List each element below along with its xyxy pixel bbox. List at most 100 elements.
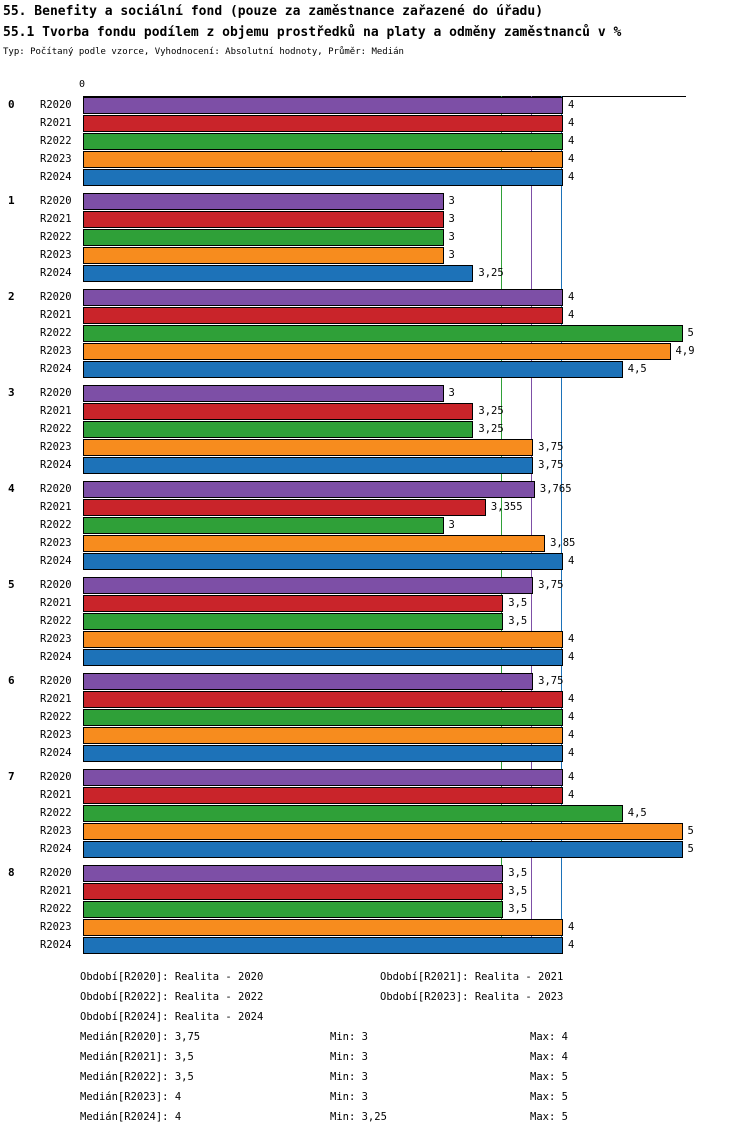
bar xyxy=(83,403,474,420)
bar xyxy=(83,727,563,744)
bar-value-label: 4,5 xyxy=(627,807,647,819)
bar-row-label: R2024 xyxy=(40,363,72,375)
bar xyxy=(83,673,534,690)
bar xyxy=(83,97,563,114)
bar-row-label: R2021 xyxy=(40,885,72,897)
bar xyxy=(83,499,486,516)
legend-median: Medián[R2024]: 4 xyxy=(80,1111,182,1123)
bar-row-label: R2022 xyxy=(40,615,72,627)
bar-row-label: R2024 xyxy=(40,171,72,183)
bar-value-label: 4,5 xyxy=(627,363,647,375)
bar-value-label: 4 xyxy=(568,711,575,723)
bar-value-label: 3,765 xyxy=(539,483,572,495)
bar-value-label: 3,85 xyxy=(550,537,576,549)
bar xyxy=(83,343,671,360)
chart-subtitle: Typ: Počítaný podle vzorce, Vyhodnocení:… xyxy=(3,47,404,57)
bar-row-label: R2024 xyxy=(40,267,72,279)
bar-row-label: R2020 xyxy=(40,867,72,879)
bar xyxy=(83,169,563,186)
bar-row-label: R2021 xyxy=(40,309,72,321)
legend-min: Min: 3 xyxy=(330,1051,368,1063)
legend-median: Medián[R2020]: 3,75 xyxy=(80,1031,201,1043)
legend-max: Max: 4 xyxy=(530,1051,568,1063)
legend-min: Min: 3,25 xyxy=(330,1111,387,1123)
bar xyxy=(83,709,563,726)
bar-value-label: 3,5 xyxy=(508,867,528,879)
bar-row-label: R2023 xyxy=(40,153,72,165)
bar-row-label: R2022 xyxy=(40,903,72,915)
bar-row-label: R2023 xyxy=(40,825,72,837)
bar-value-label: 4 xyxy=(568,939,575,951)
bar xyxy=(83,631,563,648)
bar-value-label: 3,25 xyxy=(478,405,504,417)
bar xyxy=(83,535,546,552)
bar xyxy=(83,787,563,804)
bar xyxy=(83,841,683,858)
bar xyxy=(83,553,563,570)
bar-value-label: 3 xyxy=(448,195,455,207)
group-label: 5 xyxy=(8,578,15,591)
legend-period: Období[R2024]: Realita - 2024 xyxy=(80,1011,264,1023)
legend-max: Max: 4 xyxy=(530,1031,568,1043)
bar-row-label: R2020 xyxy=(40,99,72,111)
legend-max: Max: 5 xyxy=(530,1071,568,1083)
bar-value-label: 3 xyxy=(448,231,455,243)
bar xyxy=(83,265,474,282)
bar-value-label: 4 xyxy=(568,771,575,783)
bar xyxy=(83,937,563,954)
bar-row-label: R2022 xyxy=(40,711,72,723)
bar xyxy=(83,421,474,438)
bar xyxy=(83,649,563,666)
bar-row-label: R2022 xyxy=(40,519,72,531)
bar-value-label: 4 xyxy=(568,693,575,705)
bar xyxy=(83,133,563,150)
report-title: 55. Benefity a sociální fond (pouze za z… xyxy=(3,4,544,19)
bar-value-label: 4 xyxy=(568,555,575,567)
bar xyxy=(83,901,504,918)
bar-value-label: 3,75 xyxy=(538,459,564,471)
bar-row-label: R2020 xyxy=(40,675,72,687)
bar xyxy=(83,745,563,762)
bar xyxy=(83,325,683,342)
axis-origin-label: 0 xyxy=(79,79,86,90)
legend-max: Max: 5 xyxy=(530,1111,568,1123)
legend-period: Období[R2021]: Realita - 2021 xyxy=(380,971,564,983)
bar-value-label: 4 xyxy=(568,309,575,321)
bar-row-label: R2023 xyxy=(40,921,72,933)
legend-min: Min: 3 xyxy=(330,1071,368,1083)
bar-row-label: R2020 xyxy=(40,579,72,591)
bar-row-label: R2020 xyxy=(40,483,72,495)
bar xyxy=(83,517,444,534)
bar-value-label: 3 xyxy=(448,519,455,531)
bar xyxy=(83,193,444,210)
bar-row-label: R2023 xyxy=(40,729,72,741)
legend-period: Období[R2020]: Realita - 2020 xyxy=(80,971,264,983)
bar xyxy=(83,229,444,246)
bar xyxy=(83,613,504,630)
bar-value-label: 3,25 xyxy=(478,267,504,279)
group-label: 4 xyxy=(8,482,15,495)
bar-row-label: R2022 xyxy=(40,231,72,243)
legend-min: Min: 3 xyxy=(330,1091,368,1103)
legend-median: Medián[R2021]: 3,5 xyxy=(80,1051,194,1063)
bar-row-label: R2021 xyxy=(40,789,72,801)
legend-period: Období[R2023]: Realita - 2023 xyxy=(380,991,564,1003)
median-line-r2020 xyxy=(531,96,533,954)
bar-row-label: R2020 xyxy=(40,195,72,207)
bar-value-label: 3 xyxy=(448,387,455,399)
bar-value-label: 4 xyxy=(568,171,575,183)
bar-row-label: R2024 xyxy=(40,459,72,471)
bar xyxy=(83,481,535,498)
bar-value-label: 5 xyxy=(687,843,694,855)
group-label: 1 xyxy=(8,194,15,207)
bar-row-label: R2020 xyxy=(40,291,72,303)
legend-max: Max: 5 xyxy=(530,1091,568,1103)
group-label: 7 xyxy=(8,770,15,783)
bar-row-label: R2024 xyxy=(40,555,72,567)
bar-row-label: R2020 xyxy=(40,387,72,399)
bar-row-label: R2022 xyxy=(40,135,72,147)
bar xyxy=(83,457,534,474)
bar-value-label: 4 xyxy=(568,921,575,933)
